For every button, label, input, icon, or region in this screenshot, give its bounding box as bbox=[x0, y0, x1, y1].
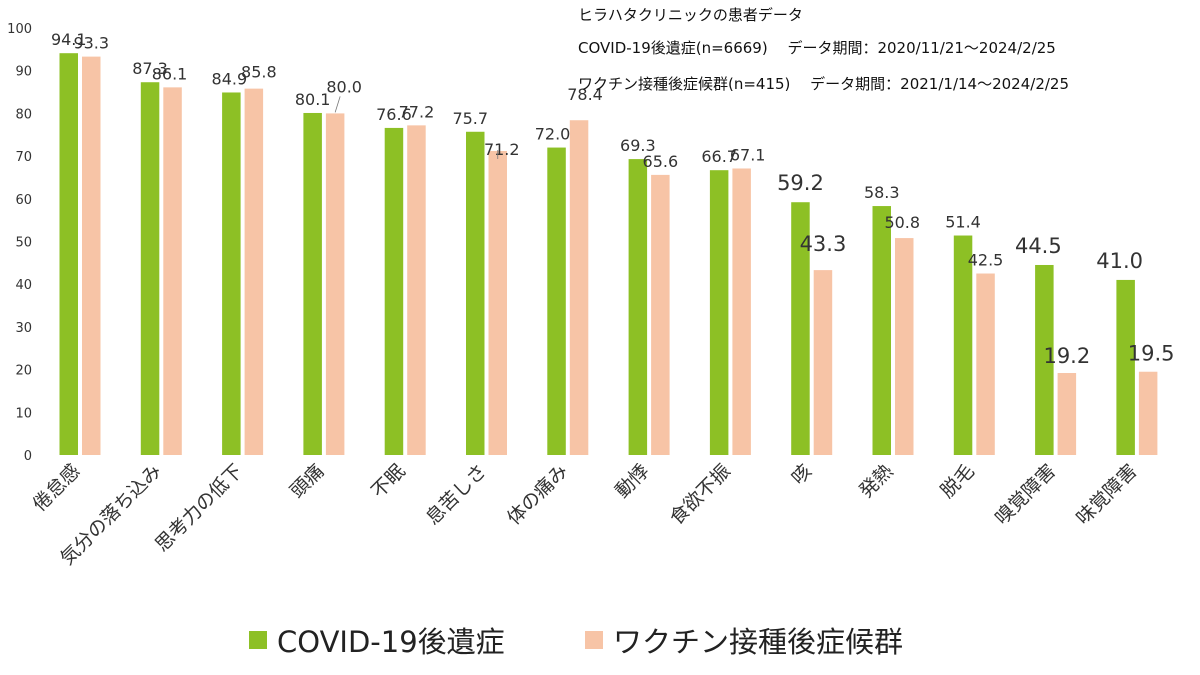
category-label: 体の痛み bbox=[503, 460, 572, 529]
category-label: 嗅覚障害 bbox=[991, 460, 1060, 529]
bar-vaccine bbox=[569, 120, 589, 456]
data-label-covid: 84.9 bbox=[212, 69, 248, 88]
category-label: 倦怠感 bbox=[29, 460, 85, 516]
y-tick-label: 70 bbox=[15, 150, 32, 165]
category-label: 食欲不振 bbox=[666, 460, 735, 529]
bar-vaccine bbox=[651, 174, 670, 455]
bar-vaccine bbox=[976, 273, 995, 455]
data-label-covid: 66.7 bbox=[701, 147, 737, 166]
legend-swatch-covid bbox=[249, 631, 267, 649]
info-box: ヒラハタクリニックの患者データ COVID-19後遺症(n=6669) データ期… bbox=[578, 6, 1069, 93]
bar-covid bbox=[547, 147, 566, 455]
bars bbox=[59, 53, 1158, 456]
data-label-vaccine: 42.5 bbox=[968, 251, 1004, 270]
data-label-vaccine: 67.1 bbox=[730, 145, 766, 164]
bar-covid bbox=[59, 53, 78, 456]
legend-swatch-vaccine bbox=[585, 631, 603, 649]
category-label: 脱毛 bbox=[936, 460, 978, 502]
data-label-vaccine: 43.3 bbox=[800, 232, 847, 256]
category-label: 息苦しさ bbox=[422, 460, 491, 529]
category-labels: 倦怠感気分の落ち込み思考力の低下 頭痛 不眠 息苦しさ 体の痛み 動悸 食欲不振咳発熱 脱毛嗅… bbox=[29, 460, 1142, 570]
bar-covid bbox=[791, 202, 810, 455]
bar-covid bbox=[222, 92, 241, 456]
category-label: 頭痛 bbox=[286, 460, 328, 502]
bar-vaccine bbox=[813, 270, 833, 455]
data-label-vaccine: 19.5 bbox=[1128, 342, 1175, 366]
y-tick-label: 50 bbox=[15, 236, 32, 251]
data-label-vaccine: 80.0 bbox=[326, 77, 362, 96]
bar-covid bbox=[1035, 264, 1054, 455]
data-label-vaccine: 71.2 bbox=[484, 140, 520, 159]
bar-vaccine bbox=[488, 150, 507, 455]
bar-vaccine bbox=[1057, 373, 1077, 455]
data-label-covid: 72.0 bbox=[535, 125, 571, 144]
legend-label-vaccine: ワクチン接種後症候群 bbox=[613, 625, 903, 659]
bar-covid bbox=[872, 206, 891, 455]
data-label-vaccine: 19.2 bbox=[1043, 344, 1090, 368]
data-label-vaccine: 86.1 bbox=[152, 64, 188, 83]
info-line-3: ワクチン接種後症候群(n=415) データ期間：2021/1/14～2024/2… bbox=[578, 75, 1069, 93]
bar-covid bbox=[709, 170, 729, 456]
bar-covid bbox=[384, 127, 404, 455]
info-line-1: ヒラハタクリニックの患者データ bbox=[578, 6, 803, 24]
data-label-covid: 41.0 bbox=[1096, 249, 1143, 273]
bar-vaccine bbox=[407, 125, 426, 455]
bar-vaccine bbox=[1138, 371, 1158, 455]
data-label-leader-line bbox=[334, 96, 341, 113]
data-labels: 94.193.3 87.386.1 84.985.8 80.180.0 76.677.2… bbox=[51, 30, 1175, 368]
bar-vaccine bbox=[163, 87, 182, 455]
legend-label-covid: COVID-19後遺症 bbox=[277, 625, 505, 659]
bar-vaccine bbox=[244, 88, 264, 455]
data-label-vaccine: 77.2 bbox=[399, 102, 435, 121]
bar-covid bbox=[140, 82, 160, 455]
y-tick-label: 0 bbox=[24, 449, 32, 464]
y-tick-label: 40 bbox=[15, 278, 32, 293]
y-tick-label: 30 bbox=[15, 321, 32, 336]
data-label-covid: 87.3 bbox=[132, 59, 168, 78]
data-label-covid: 75.7 bbox=[452, 109, 488, 128]
y-tick-label: 10 bbox=[15, 406, 32, 421]
bar-vaccine bbox=[82, 56, 101, 455]
data-label-vaccine: 50.8 bbox=[884, 213, 920, 232]
y-tick-label: 100 bbox=[7, 22, 32, 37]
data-label-vaccine: 85.8 bbox=[241, 63, 277, 82]
category-label: 動悸 bbox=[611, 460, 653, 502]
category-label: 思考力の低下 bbox=[151, 460, 247, 556]
data-label-covid: 69.3 bbox=[620, 136, 656, 155]
category-label: 咳 bbox=[787, 460, 816, 489]
y-tick-label: 80 bbox=[15, 107, 32, 122]
bar-covid bbox=[303, 112, 322, 456]
data-label-covid: 51.4 bbox=[945, 213, 981, 232]
bar-covid bbox=[628, 159, 648, 456]
data-label-vaccine: 93.3 bbox=[73, 34, 109, 53]
y-tick-label: 90 bbox=[15, 65, 32, 80]
data-label-covid: 80.1 bbox=[295, 90, 331, 109]
bar-covid bbox=[1116, 279, 1135, 455]
y-tick-label: 20 bbox=[15, 364, 32, 379]
category-label: 不眠 bbox=[367, 460, 409, 502]
data-label-covid: 58.3 bbox=[864, 183, 900, 202]
y-axis: 0 10 20 30 40 50 60 70 80 90 100 bbox=[7, 22, 32, 464]
data-label-covid: 59.2 bbox=[777, 171, 824, 195]
bar-vaccine bbox=[732, 168, 751, 455]
data-label-vaccine: 65.6 bbox=[643, 152, 679, 171]
bar-vaccine bbox=[325, 113, 345, 456]
info-line-2: COVID-19後遺症(n=6669) データ期間：2020/11/21～202… bbox=[578, 39, 1056, 57]
y-tick-label: 60 bbox=[15, 193, 32, 208]
category-label: 味覚障害 bbox=[1072, 460, 1141, 529]
data-label-covid: 44.5 bbox=[1015, 234, 1062, 258]
bar-vaccine bbox=[895, 238, 914, 455]
category-label: 発熱 bbox=[855, 460, 897, 502]
bar-covid bbox=[466, 131, 485, 456]
data-label-vaccine: 78.4 bbox=[567, 85, 603, 104]
bar-covid bbox=[953, 235, 973, 455]
data-label-covid: 76.6 bbox=[376, 105, 412, 124]
legend: COVID-19後遺症 ワクチン接種後症候群 bbox=[249, 625, 903, 659]
data-label-covid: 94.1 bbox=[51, 30, 87, 49]
